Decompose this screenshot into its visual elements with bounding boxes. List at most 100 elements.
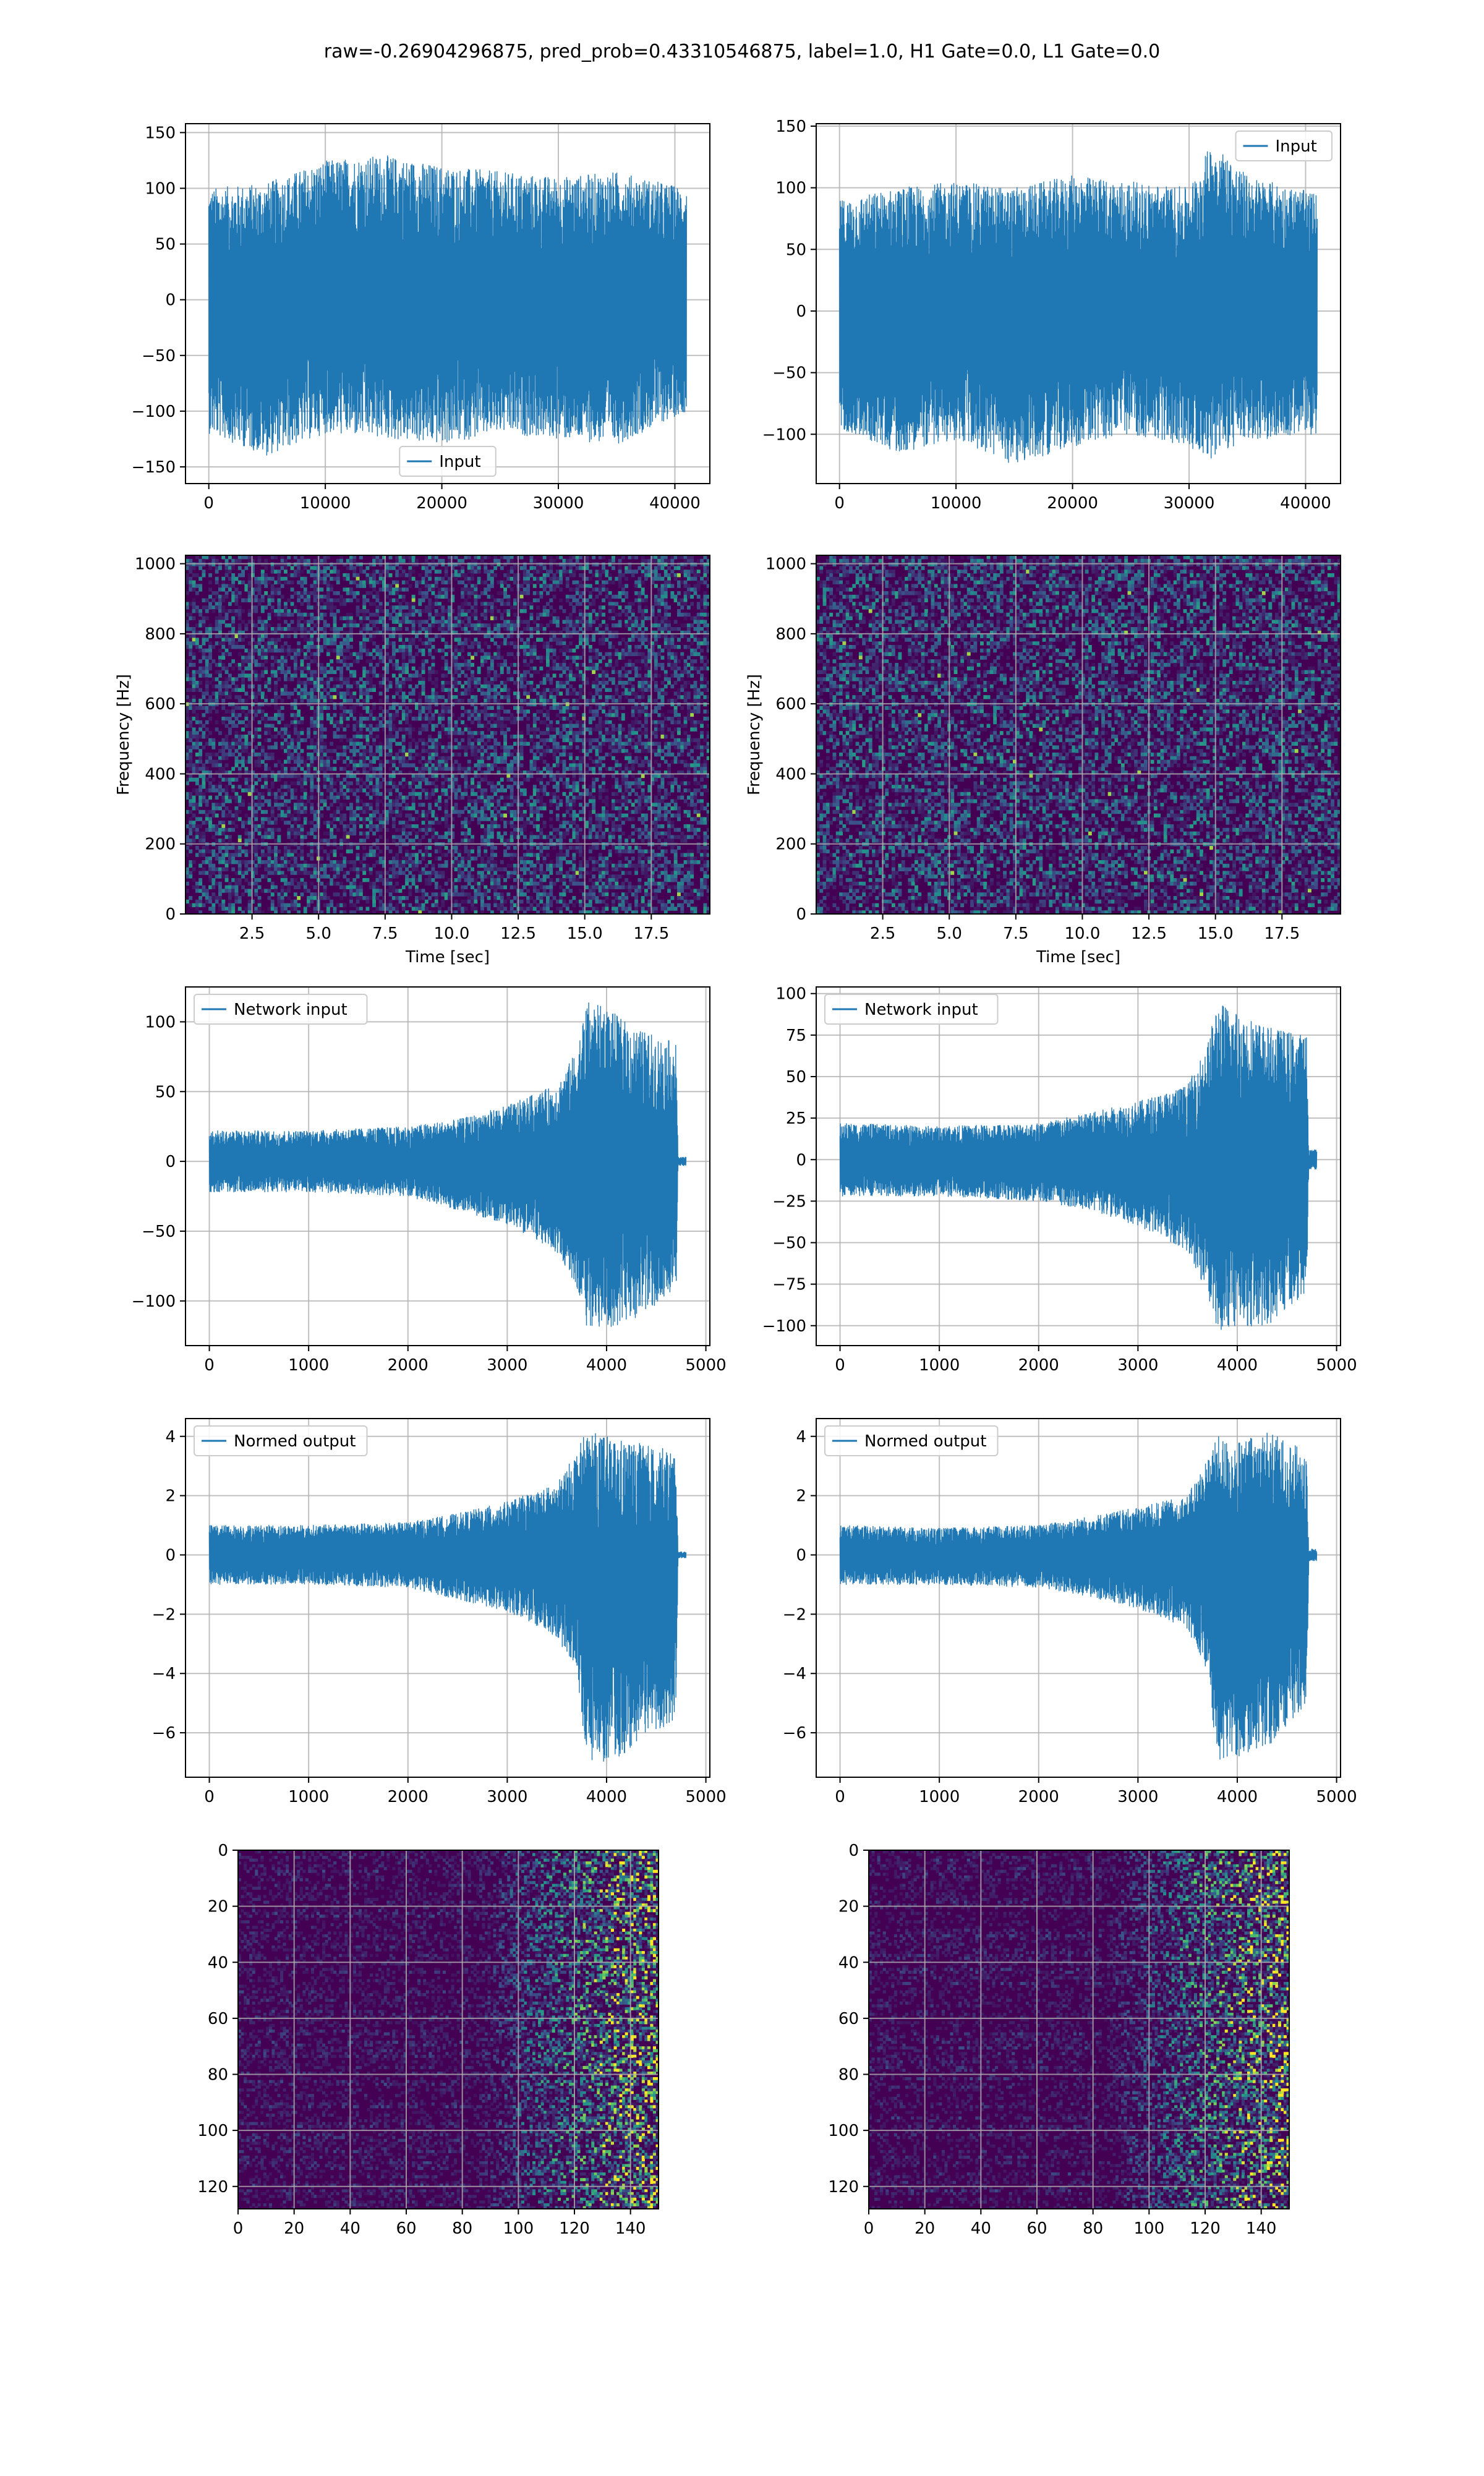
heatmap-cell (310, 570, 313, 573)
heatmap-cell (330, 749, 333, 753)
heatmap-cell (467, 623, 471, 627)
heatmap-cell (238, 699, 242, 702)
heatmap-cell (307, 620, 310, 623)
heatmap-cell (392, 907, 396, 910)
heatmap-cell (422, 577, 425, 581)
heatmap-cell (202, 868, 206, 871)
heatmap-cell (205, 617, 209, 620)
heatmap-cell (235, 846, 239, 850)
heatmap-cell (389, 584, 393, 587)
heatmap-cell (402, 806, 406, 810)
heatmap-cell (202, 781, 206, 785)
heatmap-cell (241, 673, 245, 677)
heatmap-cell (461, 591, 464, 595)
heatmap-cell (349, 655, 353, 659)
heatmap-cell (294, 871, 297, 874)
heatmap-cell (301, 613, 304, 617)
heatmap-cell (408, 853, 412, 856)
heatmap-cell (235, 724, 239, 728)
heatmap-cell (389, 781, 393, 785)
heatmap-cell (339, 724, 343, 728)
heatmap-cell (323, 627, 327, 631)
heatmap-cell (480, 874, 484, 878)
heatmap-cell (221, 699, 225, 702)
heatmap-cell (467, 745, 471, 749)
heatmap-cell (323, 602, 327, 605)
heatmap-cell (271, 587, 275, 591)
heatmap-cell (356, 814, 360, 818)
heatmap-cell (418, 638, 422, 641)
heatmap-cell (307, 649, 310, 652)
heatmap-cell (425, 659, 429, 663)
heatmap-cell (392, 641, 396, 645)
heatmap-cell (438, 587, 441, 591)
heatmap-cell (389, 735, 393, 738)
heatmap-cell (418, 760, 422, 764)
heatmap-cell (395, 667, 399, 670)
heatmap-cell (464, 846, 468, 850)
heatmap-cell (438, 760, 441, 764)
heatmap-cell (432, 663, 435, 667)
heatmap-cell (480, 735, 484, 738)
heatmap-cell (352, 595, 356, 599)
heatmap-cell (287, 670, 291, 674)
heatmap-cell (218, 803, 222, 806)
heatmap-cell (208, 907, 212, 910)
heatmap-cell (248, 839, 252, 842)
heatmap-cell (467, 713, 471, 717)
y-tick-label: 100 (775, 179, 806, 198)
heatmap-cell (294, 821, 297, 824)
heatmap-cell (248, 742, 252, 746)
heatmap-cell (304, 581, 307, 584)
heatmap-cell (264, 864, 268, 868)
heatmap-cell (215, 896, 219, 900)
heatmap-cell (215, 577, 219, 581)
heatmap-cell (422, 563, 425, 566)
x-tick-label: 20000 (416, 494, 467, 513)
heatmap-cell (339, 846, 343, 850)
heatmap-cell (441, 605, 445, 609)
heatmap-cell (428, 587, 432, 591)
heatmap-cell (189, 581, 192, 584)
heatmap-cell (202, 724, 206, 728)
heatmap-cell (343, 832, 346, 835)
heatmap-cell (339, 781, 343, 785)
heatmap-cell (418, 613, 422, 617)
heatmap-cell (454, 731, 458, 735)
heatmap-cell (405, 853, 409, 856)
heatmap-cell (264, 720, 268, 724)
heatmap-cell (297, 886, 301, 889)
heatmap-cell (268, 577, 271, 581)
heatmap-cell (313, 577, 317, 581)
heatmap-cell (284, 846, 288, 850)
heatmap-cell (402, 821, 406, 824)
heatmap-cell (228, 587, 232, 591)
heatmap-cell (330, 796, 333, 800)
heatmap-cell (336, 677, 340, 681)
heatmap-cell (307, 570, 310, 573)
heatmap-cell (304, 889, 307, 892)
heatmap-cell (415, 900, 419, 903)
heatmap-cell (438, 623, 441, 627)
heatmap-cell (323, 889, 327, 892)
heatmap-cell (238, 735, 242, 738)
heatmap-cell (422, 627, 425, 631)
heatmap-cell (281, 878, 284, 882)
heatmap-cell (291, 587, 294, 591)
heatmap-cell (339, 673, 343, 677)
heatmap-cell (304, 763, 307, 767)
heatmap-cell (349, 803, 353, 806)
heatmap-cell (375, 878, 379, 882)
heatmap-cell (258, 860, 262, 864)
heatmap-cell (477, 745, 481, 749)
heatmap-cell (369, 749, 373, 753)
heatmap-cell (369, 886, 373, 889)
heatmap-cell (198, 835, 202, 839)
heatmap-cell (441, 577, 445, 581)
heatmap-cell (425, 778, 429, 782)
heatmap-cell (372, 810, 376, 814)
heatmap-cell (389, 617, 393, 620)
heatmap-cell (254, 846, 258, 850)
heatmap-cell (218, 792, 222, 796)
heatmap-cell (235, 749, 239, 753)
